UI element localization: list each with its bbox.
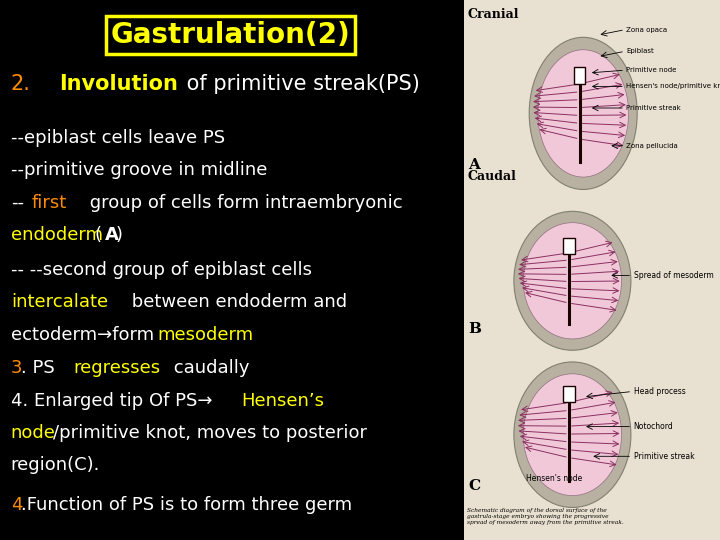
- Text: node: node: [11, 424, 55, 442]
- Text: regresses: regresses: [73, 359, 161, 377]
- Text: . PS: . PS: [22, 359, 60, 377]
- Bar: [574, 68, 585, 84]
- Text: Involution: Involution: [59, 73, 178, 94]
- Text: /primitive knot, moves to posterior: /primitive knot, moves to posterior: [53, 424, 366, 442]
- Text: --epiblast cells leave PS: --epiblast cells leave PS: [11, 129, 225, 147]
- Bar: [563, 238, 575, 254]
- Text: between endoderm and: between endoderm and: [126, 293, 347, 312]
- Ellipse shape: [514, 362, 631, 508]
- Text: endoderm: endoderm: [11, 226, 103, 244]
- Text: .Function of PS is to form three germ: .Function of PS is to form three germ: [22, 496, 352, 514]
- Text: intercalate: intercalate: [11, 293, 108, 312]
- Text: Cranial: Cranial: [468, 8, 520, 21]
- Ellipse shape: [523, 374, 621, 496]
- Text: mesoderm: mesoderm: [158, 326, 253, 344]
- Text: Primitive streak: Primitive streak: [634, 452, 694, 461]
- Text: --primitive groove in midline: --primitive groove in midline: [11, 161, 267, 179]
- Text: Zona opaca: Zona opaca: [626, 26, 667, 33]
- Text: Zona pellucida: Zona pellucida: [626, 143, 678, 149]
- Text: 3: 3: [11, 359, 22, 377]
- Text: 4. Enlarged tip Of PS→: 4. Enlarged tip Of PS→: [11, 392, 212, 410]
- Text: B: B: [468, 322, 481, 336]
- Text: A: A: [105, 226, 119, 244]
- Text: ): ): [115, 226, 122, 244]
- Text: Primitive streak: Primitive streak: [626, 105, 681, 111]
- Bar: [464, 0, 720, 540]
- Text: Head process: Head process: [634, 387, 685, 396]
- Text: 2.: 2.: [11, 73, 31, 94]
- Text: Hensen’s: Hensen’s: [241, 392, 324, 410]
- Ellipse shape: [529, 37, 637, 190]
- Text: Caudal: Caudal: [468, 170, 517, 183]
- Text: Gastrulation(2): Gastrulation(2): [111, 21, 350, 49]
- Text: Spread of mesoderm: Spread of mesoderm: [634, 271, 714, 280]
- Text: first: first: [32, 193, 67, 212]
- Text: ectoderm→form: ectoderm→form: [11, 326, 160, 344]
- Ellipse shape: [523, 222, 621, 339]
- Text: Hensen's node/primitive knot: Hensen's node/primitive knot: [626, 83, 720, 90]
- Text: 4: 4: [11, 496, 22, 514]
- Text: caudally: caudally: [168, 359, 249, 377]
- Ellipse shape: [538, 50, 629, 177]
- Text: group of cells form intraembryonic: group of cells form intraembryonic: [84, 193, 402, 212]
- Text: Schematic diagram of the dorsal surface of the
gastrula-stage embryo showing the: Schematic diagram of the dorsal surface …: [467, 508, 624, 525]
- Text: Notochord: Notochord: [634, 422, 673, 431]
- Bar: [563, 386, 575, 402]
- Text: Primitive node: Primitive node: [626, 67, 677, 73]
- Text: of primitive streak(PS): of primitive streak(PS): [180, 73, 420, 94]
- Text: Epiblast: Epiblast: [626, 48, 654, 55]
- Text: -- --second group of epiblast cells: -- --second group of epiblast cells: [11, 261, 312, 279]
- Text: C: C: [468, 479, 480, 493]
- Text: Hensen's node: Hensen's node: [526, 475, 582, 483]
- Text: A: A: [468, 158, 480, 172]
- Text: (: (: [94, 226, 102, 244]
- Text: --: --: [11, 193, 24, 212]
- Ellipse shape: [514, 211, 631, 350]
- Text: region(C).: region(C).: [11, 456, 100, 475]
